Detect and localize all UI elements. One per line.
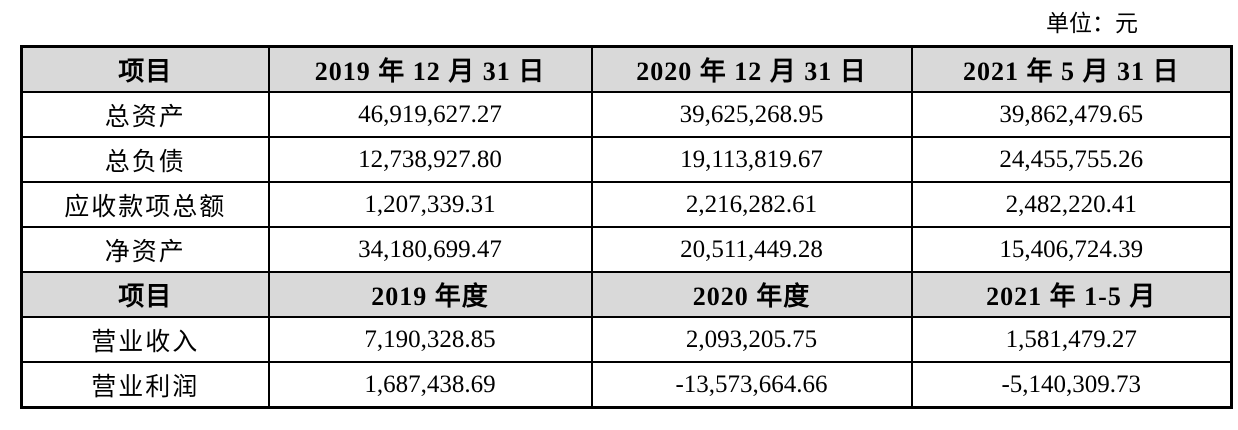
table-header-row-balance: 项目 2019 年 12 月 31 日 2020 年 12 月 31 日 202… — [20, 45, 1233, 93]
value-cell: -5,140,309.73 — [910, 361, 1233, 409]
value-cell: 1,207,339.31 — [267, 181, 593, 228]
header-cell-period-2020: 2020 年度 — [590, 271, 913, 318]
header-cell-item: 项目 — [20, 271, 270, 318]
value-cell: 2,093,205.75 — [590, 316, 913, 363]
header-cell-date-2019: 2019 年 12 月 31 日 — [267, 45, 593, 93]
row-label: 总资产 — [20, 91, 270, 138]
value-cell: 2,482,220.41 — [910, 181, 1233, 228]
financial-summary-table: 项目 2019 年 12 月 31 日 2020 年 12 月 31 日 202… — [20, 45, 1233, 409]
value-cell: 7,190,328.85 — [267, 316, 593, 363]
value-cell: 46,919,627.27 — [267, 91, 593, 138]
table-row-operating-profit: 营业利润 1,687,438.69 -13,573,664.66 -5,140,… — [20, 361, 1233, 409]
table-row-total-liabilities: 总负债 12,738,927.80 19,113,819.67 24,455,7… — [20, 136, 1233, 183]
header-cell-item: 项目 — [20, 45, 270, 93]
header-cell-date-2021: 2021 年 5 月 31 日 — [910, 45, 1233, 93]
header-cell-period-2021: 2021 年 1-5 月 — [910, 271, 1233, 318]
row-label: 营业收入 — [20, 316, 270, 363]
table-row-operating-revenue: 营业收入 7,190,328.85 2,093,205.75 1,581,479… — [20, 316, 1233, 363]
value-cell: 15,406,724.39 — [910, 226, 1233, 273]
value-cell: 39,625,268.95 — [590, 91, 913, 138]
table-row-total-receivables: 应收款项总额 1,207,339.31 2,216,282.61 2,482,2… — [20, 181, 1233, 228]
row-label: 总负债 — [20, 136, 270, 183]
value-cell: 2,216,282.61 — [590, 181, 913, 228]
row-label: 营业利润 — [20, 361, 270, 409]
value-cell: 12,738,927.80 — [267, 136, 593, 183]
value-cell: 1,687,438.69 — [267, 361, 593, 409]
unit-label: 单位：元 — [1046, 11, 1138, 36]
value-cell: 1,581,479.27 — [910, 316, 1233, 363]
table-row-net-assets: 净资产 34,180,699.47 20,511,449.28 15,406,7… — [20, 226, 1233, 273]
value-cell: -13,573,664.66 — [590, 361, 913, 409]
header-cell-date-2020: 2020 年 12 月 31 日 — [590, 45, 913, 93]
header-cell-period-2019: 2019 年度 — [267, 271, 593, 318]
value-cell: 34,180,699.47 — [267, 226, 593, 273]
value-cell: 39,862,479.65 — [910, 91, 1233, 138]
value-cell: 24,455,755.26 — [910, 136, 1233, 183]
value-cell: 19,113,819.67 — [590, 136, 913, 183]
row-label: 净资产 — [20, 226, 270, 273]
table-row-total-assets: 总资产 46,919,627.27 39,625,268.95 39,862,4… — [20, 91, 1233, 138]
value-cell: 20,511,449.28 — [590, 226, 913, 273]
table-header-row-income: 项目 2019 年度 2020 年度 2021 年 1-5 月 — [20, 271, 1233, 318]
row-label: 应收款项总额 — [20, 181, 270, 228]
